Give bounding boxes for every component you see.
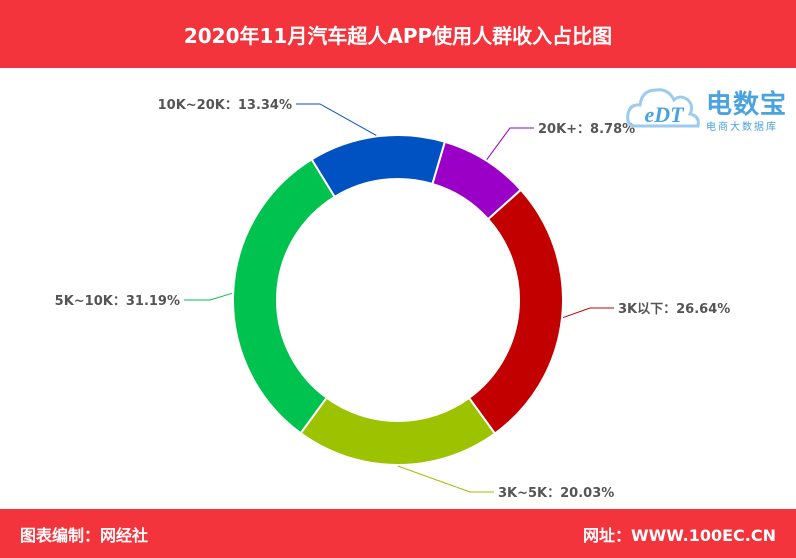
leader-line-1 <box>562 307 614 319</box>
leader-line-4 <box>296 103 377 136</box>
slice-label-1: 3K以下：26.64% <box>618 302 730 317</box>
edt-logo: eDT 电数宝 电商大数据库 <box>624 74 794 140</box>
logo-wordmark: 电数宝 <box>706 90 788 120</box>
label-leader-lines <box>184 103 614 493</box>
chart-title: 2020年11月汽车超人APP使用人群收入占比图 <box>183 23 613 48</box>
footer-website[interactable]: 网址：WWW.100EC.CN <box>582 525 776 545</box>
leader-line-3 <box>184 292 233 301</box>
cloud-icon: eDT <box>626 88 700 128</box>
leader-line-2 <box>397 465 494 493</box>
footer-source: 图表编制：网经社 <box>20 525 149 545</box>
donut-slices <box>232 134 564 466</box>
slice-4 <box>310 134 447 199</box>
slice-2 <box>299 396 497 466</box>
leader-line-0 <box>486 127 534 160</box>
slice-label-0: 20K+：8.78% <box>538 122 635 137</box>
logo-tagline: 电商大数据库 <box>706 122 778 133</box>
slice-label-2: 3K~5K：20.03% <box>498 486 614 501</box>
slice-labels: 20K+：8.78% 3K以下：26.64% 3K~5K：20.03% 5K~10K：… <box>55 98 731 501</box>
slice-label-4: 10K~20K：13.34% <box>158 98 292 113</box>
slice-3 <box>232 157 337 435</box>
slice-label-3: 5K~10K：31.19% <box>55 294 180 309</box>
slice-1 <box>467 188 564 435</box>
logo-emblem-text: eDT <box>644 102 685 127</box>
footer-bar: 图表编制：网经社 网址：WWW.100EC.CN <box>0 509 796 558</box>
header-bar: 2020年11月汽车超人APP使用人群收入占比图 <box>0 0 796 68</box>
